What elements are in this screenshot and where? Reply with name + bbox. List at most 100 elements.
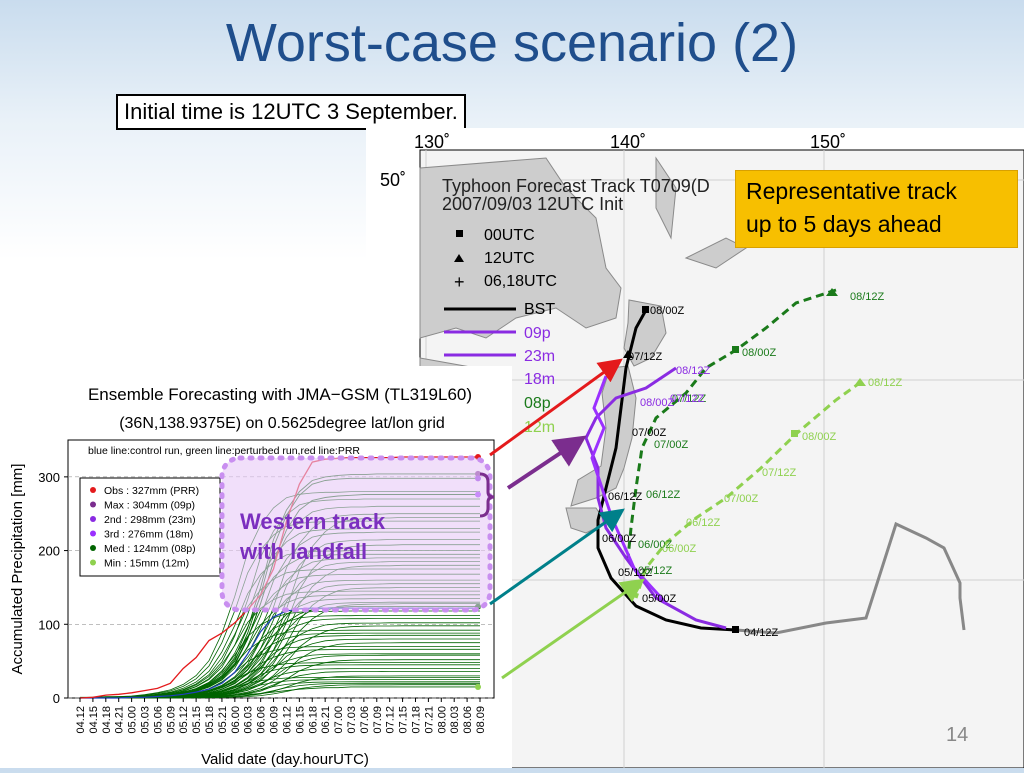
y-tick-label: 300 — [38, 470, 60, 485]
legend-08p: 08p — [524, 395, 551, 412]
final-value-dot — [475, 683, 481, 690]
x-tick-label: 06.09 — [269, 706, 281, 734]
best-track-extension — [735, 521, 966, 635]
lat-label-50: 50˚ — [380, 170, 406, 190]
legend-dot — [90, 501, 96, 508]
representative-track-box: Representative track up to 5 days ahead — [735, 170, 1018, 248]
x-tick-label: 08.09 — [475, 706, 487, 734]
ensemble-chart-panel: Ensemble Forecasting with JMA−GSM (TL319… — [0, 366, 512, 768]
bst-label-0700: 07/00Z — [632, 427, 667, 439]
western-track-highlight — [219, 455, 493, 613]
y-tick-label: 100 — [38, 617, 60, 632]
lg-label-0712: 07/12Z — [762, 467, 797, 479]
legend-00utc: 00UTC — [484, 227, 535, 244]
legend-triangle-marker — [454, 254, 464, 262]
x-tick-label: 06.15 — [294, 706, 306, 734]
legend-bst: BST — [524, 301, 555, 318]
slide-number: 14 — [946, 724, 969, 746]
x-tick-label: 05.00 — [127, 706, 139, 734]
bst-label-0500: 05/00Z — [642, 593, 677, 605]
slide-title: Worst-case scenario (2) — [225, 13, 799, 73]
ensemble-chart: Ensemble Forecasting with JMA−GSM (TL319… — [9, 385, 495, 768]
x-axis-ticks: 04.12 04.15 04.18 04.21 05.00 05.03 05.06 05.09… — [75, 698, 487, 734]
x-tick-label: 06.21 — [320, 706, 332, 734]
purple-label-0812: 08/12Z — [676, 365, 711, 377]
x-axis-label: Valid date (day.hourUTC) — [201, 751, 369, 768]
legend-dot — [90, 516, 96, 522]
x-tick-label: 06.06 — [256, 706, 268, 734]
x-tick-label: 04.12 — [75, 706, 87, 734]
legend-entry: 3rd : 276mm (18m) — [104, 529, 193, 541]
x-tick-label: 06.12 — [281, 706, 293, 734]
lon-label-130: 130˚ — [414, 132, 450, 152]
bst-label-0600: 06/00Z — [602, 533, 637, 545]
x-tick-label: 08.06 — [462, 706, 474, 734]
x-tick-label: 05.15 — [191, 706, 203, 734]
purple-label-0712: 07/12Z — [670, 393, 705, 405]
dg-label-0700: 07/00Z — [654, 439, 689, 451]
lg-label-0700: 07/00Z — [724, 493, 759, 505]
lg-label-0800: 08/00Z — [802, 431, 837, 443]
bst-label-0800: 08/00Z — [650, 305, 685, 317]
legend-dot — [90, 530, 96, 537]
legend-0618utc: 06,18UTC — [484, 273, 557, 290]
x-tick-label: 05.21 — [217, 706, 229, 734]
bst-label-0612: 06/12Z — [608, 491, 643, 503]
lon-label-140: 140˚ — [610, 132, 646, 152]
western-track-label-line1: Western track — [240, 509, 386, 534]
x-tick-label: 07.03 — [346, 706, 358, 734]
chart-title: Ensemble Forecasting with JMA−GSM (TL319… — [88, 385, 472, 404]
bst-label-0712: 07/12Z — [628, 351, 663, 363]
chart-subtitle: (36N,138.9375E) on 0.5625degree lat/lon … — [119, 415, 445, 432]
light-green-track — [634, 380, 862, 599]
max-bracket — [479, 472, 495, 518]
purple-track-09p — [584, 366, 727, 630]
legend-12utc: 12UTC — [484, 250, 535, 267]
map-title-line1: Typhoon Forecast Track T0709(D — [442, 176, 710, 196]
legend-18m: 18m — [524, 371, 555, 388]
lg-label-0812: 08/12Z — [868, 377, 903, 389]
dark-green-track — [626, 288, 837, 559]
track-labels: 08/00Z 07/12Z 07/00Z 06/12Z 06/00Z 05/12… — [602, 291, 903, 639]
legend-dot — [90, 545, 96, 551]
legend-entry: Obs : 327mm (PRR) — [104, 485, 199, 497]
legend-entry: Med : 124mm (08p) — [104, 543, 196, 555]
x-tick-label: 07.12 — [385, 706, 397, 734]
chart-legend: Obs : 327mm (PRR) Max : 304mm (09p) 2nd : … — [79, 477, 221, 577]
dg-label-0800: 08/00Z — [742, 347, 777, 359]
legend-23m: 23m — [524, 348, 555, 365]
y-tick-label: 0 — [53, 691, 60, 706]
x-tick-label: 05.18 — [204, 706, 216, 734]
x-tick-label: 06.00 — [230, 706, 242, 734]
x-tick-label: 04.21 — [114, 706, 126, 734]
purple-label-0800: 08/00Z — [640, 397, 675, 409]
x-tick-label: 06.03 — [243, 706, 255, 734]
chart-note: blue line:control run, green line:pertur… — [88, 445, 360, 457]
x-tick-label: 05.06 — [152, 706, 164, 734]
x-tick-label: 05.09 — [165, 706, 177, 734]
perturbed-member-line — [80, 686, 480, 699]
x-tick-label: 08.00 — [436, 706, 448, 734]
x-tick-label: 07.15 — [398, 706, 410, 734]
initial-time-box: Initial time is 12UTC 3 September. — [116, 94, 466, 130]
dg-label-0812: 08/12Z — [850, 291, 885, 303]
x-tick-label: 04.15 — [88, 706, 100, 734]
representative-track-line1: Representative track — [746, 178, 957, 204]
dg-label-0512: 05/12Z — [638, 565, 673, 577]
x-tick-label: 07.06 — [359, 706, 371, 734]
bst-label-0412: 04/12Z — [744, 627, 779, 639]
western-track-label-line2: with landfall — [239, 539, 367, 564]
lg-label-0600: 06/00Z — [662, 543, 697, 555]
representative-track-line2: up to 5 days ahead — [746, 211, 942, 237]
dg-label-0600: 06/00Z — [638, 539, 673, 551]
bst-label-0512: 05/12Z — [618, 567, 653, 579]
x-tick-label: 07.00 — [333, 706, 345, 734]
legend-09p: 09p — [524, 325, 551, 342]
lon-label-150: 150˚ — [810, 132, 846, 152]
x-tick-label: 04.18 — [101, 706, 113, 734]
dg-label-0612: 06/12Z — [646, 489, 681, 501]
x-tick-label: 06.18 — [307, 706, 319, 734]
legend-12m: 12m — [524, 419, 555, 436]
x-tick-label: 07.09 — [372, 706, 384, 734]
map-title-line2: 2007/09/03 12UTC Init — [442, 194, 623, 214]
